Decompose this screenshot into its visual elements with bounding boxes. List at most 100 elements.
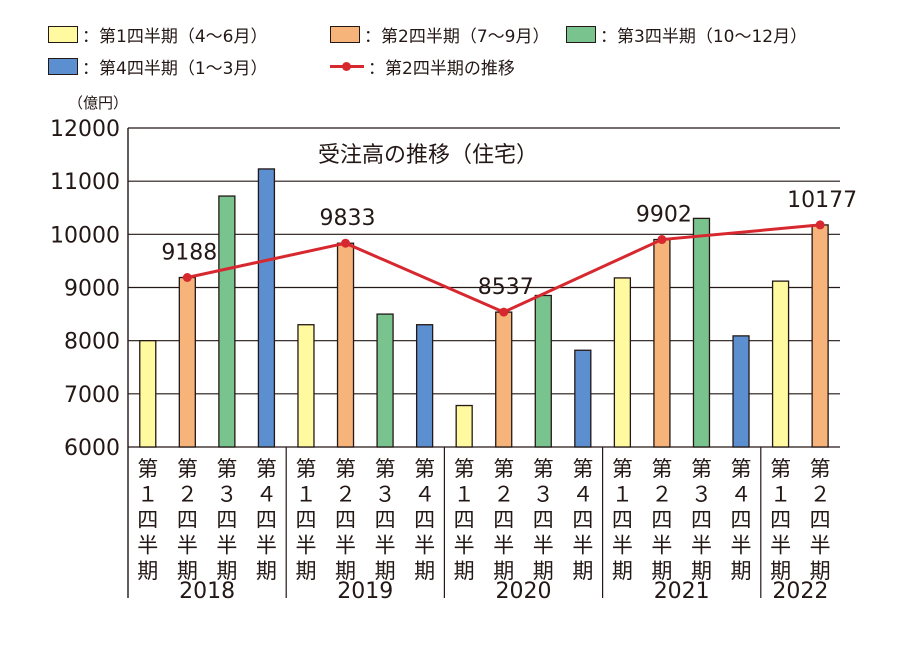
x-tick-label-char: 期 [533,559,554,583]
legend-label: ：第1四半期（4〜6月） [82,27,268,47]
x-tick-label-char: 四 [731,508,752,532]
legend-item-2: ：第2四半期（7〜9月） [330,22,549,47]
x-tick-label-char: １ [295,483,316,507]
x-tick-label-char: 四 [256,508,277,532]
x-tick-label-char: 半 [216,534,237,558]
x-tick-label-char: 四 [493,508,514,532]
x-tick-label-char: 四 [414,508,435,532]
x-tick-label-char: 四 [454,508,475,532]
x-tick-label-char: 第 [731,457,752,481]
x-tick-label-char: ２ [810,483,831,507]
legend-label: ：第3四半期（10〜12月） [600,27,808,47]
x-tick-label-char: 期 [770,559,791,583]
x-tick-label-char: ４ [414,483,435,507]
chart-title: 受注高の推移（住宅） [318,143,538,168]
legend-item-4: ：第4四半期（1〜3月） [48,54,267,79]
x-tick-label-char: 期 [216,559,237,583]
bar-2018-q2 [178,276,196,448]
x-tick-label-char: 第 [454,457,475,481]
x-tick-label-char: 半 [612,534,633,558]
x-tick-label-char: 半 [493,534,514,558]
x-tick-label-char: 四 [533,508,554,532]
x-tick-label-char: 期 [572,559,593,583]
x-tick-label-char: 半 [810,534,831,558]
bar-2019-q2 [336,242,355,448]
legend-swatch [330,26,360,43]
x-tick-label-char: 期 [295,559,316,583]
q2-data-label: 9833 [320,206,376,231]
legend-swatch [330,58,364,75]
x-tick-label-char: 第 [612,457,633,481]
bar-2019-q1 [297,324,315,448]
q2-trend-point [657,235,667,245]
x-tick-label-char: 第 [572,457,593,481]
x-tick-label-char: 半 [454,534,475,558]
bar-2021-q3 [692,217,711,448]
x-tick-label-char: 期 [177,559,198,583]
legend-swatch [566,26,596,43]
y-axis-unit: （億円） [68,94,128,112]
x-tick-label-char: ４ [572,483,593,507]
x-tick-label-char: １ [137,483,158,507]
x-tick-label-char: 期 [493,559,514,583]
x-tick-label-char: 半 [651,534,672,558]
x-tick-label-char: 四 [810,508,831,532]
x-tick-label-char: 四 [770,508,791,532]
x-tick-label-char: 期 [375,559,396,583]
x-tick-label-char: ３ [533,483,554,507]
legend-item-5: ：第2四半期の推移 [330,54,515,79]
x-tick-label-char: ３ [375,483,396,507]
x-tick-label-char: 四 [295,508,316,532]
x-tick-label-char: 四 [216,508,237,532]
q2-trend-point [182,273,192,283]
x-tick-label-char: 半 [731,534,752,558]
x-tick-label-char: 期 [612,559,633,583]
y-tick-label: 9000 [64,277,120,302]
x-tick-label-char: 半 [375,534,396,558]
x-tick-label-char: 半 [335,534,356,558]
x-tick-label-char: 半 [295,534,316,558]
x-tick-label-char: 期 [137,559,158,583]
x-tick-label-char: 四 [572,508,593,532]
chart-legend: ：第1四半期（4〜6月） ：第2四半期（7〜9月） ：第3四半期（10〜12月） ：第… [0,0,910,100]
x-tick-label-char: 第 [335,457,356,481]
y-tick-label: 10000 [50,223,120,248]
bar-2018-q3 [218,195,236,448]
y-tick-label: 12000 [50,117,120,142]
bar-2021-q1 [613,277,632,448]
q2-data-label: 9902 [636,203,692,228]
x-tick-label-char: 半 [691,534,712,558]
x-tick-label-char: 四 [612,508,633,532]
bar-2022-q2 [811,224,829,448]
x-tick-label-char: １ [454,483,475,507]
q2-data-label: 8537 [478,275,534,300]
x-tick-label-char: 第 [216,457,237,481]
x-tick-label-char: 第 [533,457,554,481]
x-tick-label-char: 第 [177,457,198,481]
y-tick-label: 11000 [50,170,120,195]
x-tick-label-char: 期 [414,559,435,583]
bar-2020-q1 [455,404,473,448]
legend-label: ：第2四半期（7〜9月） [364,27,550,47]
x-tick-label-char: 第 [375,457,396,481]
x-tick-label-char: 第 [770,457,791,481]
bar-2020-q4 [574,349,592,448]
bar-2021-q4 [732,335,750,448]
x-tick-label-char: 第 [256,457,277,481]
x-tick-label-char: 四 [375,508,396,532]
x-tick-label-char: 第 [295,457,316,481]
x-tick-label-char: ２ [335,483,356,507]
x-tick-label-char: 期 [731,559,752,583]
bar-2021-q2 [653,238,671,448]
x-tick-label-char: ２ [493,483,514,507]
x-tick-label-char: 期 [256,559,277,583]
bar-2020-q3 [534,294,552,448]
bar-2018-q4 [257,168,276,448]
bar-2022-q1 [771,280,790,448]
x-tick-label-char: ４ [256,483,277,507]
y-tick-label: 8000 [64,330,120,355]
year-label-2022: 2022 [772,579,828,604]
x-tick-label-char: 期 [691,559,712,583]
x-tick-label-char: 期 [810,559,831,583]
